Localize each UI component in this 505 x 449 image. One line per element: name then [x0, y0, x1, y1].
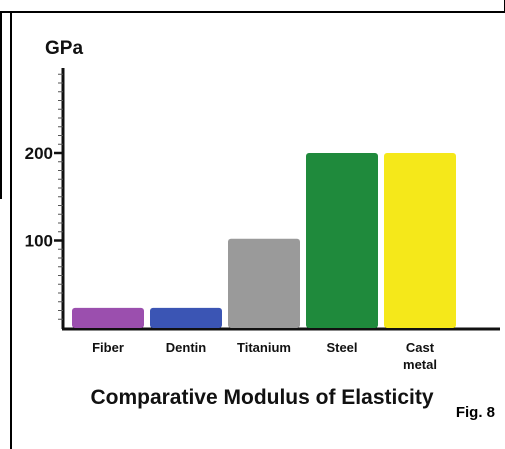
frame-right-border [503, 0, 505, 12]
figure-label: Fig. 8 [455, 404, 495, 421]
frame-left-border [0, 11, 2, 199]
bar-titanium [228, 238, 300, 328]
y-tick-label: 200 [25, 144, 53, 163]
y-major-ticks: 100 200 [25, 144, 63, 251]
frame-inner-left-border [10, 12, 12, 449]
y-axis-label: GPa [45, 38, 83, 59]
x-tick-label: Titanium [237, 340, 291, 355]
x-tick-label: Dentin [166, 340, 207, 355]
x-tick-label: Fiber [92, 340, 124, 355]
x-tick-label: Steel [326, 340, 357, 355]
y-tick-label: 100 [25, 232, 53, 251]
bar-cast-metal [384, 153, 456, 328]
x-tick-labels: Fiber Dentin Titanium Steel Cast metal [92, 340, 437, 372]
frame-top-border [0, 11, 505, 13]
x-tick-label: Cast metal [403, 340, 437, 372]
bars [72, 153, 456, 328]
bar-dentin [150, 307, 222, 328]
bar-steel [306, 153, 378, 328]
bar-fiber [72, 307, 144, 328]
chart-title: Comparative Modulus of Elasticity [90, 386, 433, 409]
